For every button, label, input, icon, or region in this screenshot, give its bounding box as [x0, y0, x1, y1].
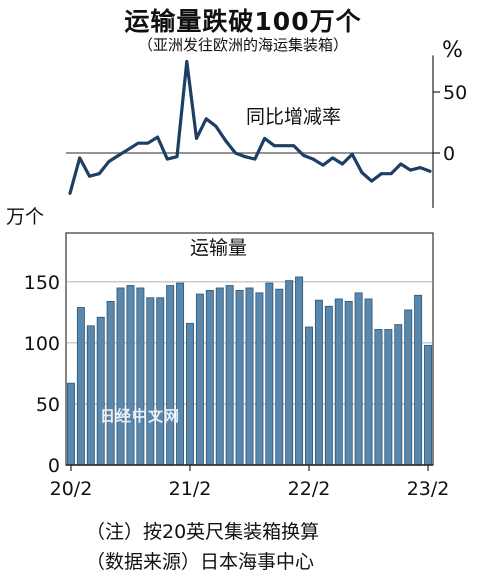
chart-subtitle: （亚洲发往欧洲的海运集装箱）	[137, 36, 348, 54]
growth-point	[147, 142, 149, 144]
growth-point	[98, 173, 100, 175]
volume-bar	[394, 324, 403, 466]
growth-point	[273, 145, 275, 147]
growth-point	[419, 167, 421, 169]
volume-y-tick-label: 100	[24, 333, 60, 355]
volume-bar	[285, 280, 294, 466]
volume-bar	[354, 292, 363, 466]
growth-point	[400, 163, 402, 165]
growth-point	[244, 156, 246, 158]
volume-bar	[255, 292, 264, 466]
volume-chart: 0 50 100 150 20/2 21/2 22/2 23/2	[24, 232, 450, 500]
volume-bar	[166, 285, 175, 466]
growth-point	[69, 192, 71, 194]
volume-bar	[424, 344, 433, 466]
growth-point	[234, 152, 237, 154]
volume-bar	[324, 305, 333, 466]
growth-y-tick-label: 0	[443, 143, 455, 165]
growth-point	[137, 142, 139, 144]
growth-unit-label: %	[442, 38, 463, 63]
volume-series-label: 运输量	[190, 237, 248, 259]
growth-series-line	[68, 59, 432, 195]
growth-point	[225, 140, 227, 142]
growth-point	[283, 145, 285, 147]
growth-point	[351, 153, 353, 155]
volume-bar	[225, 285, 234, 466]
growth-point	[429, 170, 431, 172]
growth-point	[380, 173, 382, 175]
volume-y-tick-label: 50	[36, 394, 60, 416]
volume-bar	[116, 287, 125, 466]
growth-point	[361, 171, 363, 174]
volume-bar	[295, 276, 304, 466]
volume-bar	[205, 289, 214, 466]
volume-bar	[404, 309, 413, 466]
volume-bar	[215, 287, 224, 466]
volume-bar	[176, 282, 185, 466]
growth-point	[79, 157, 81, 159]
growth-point	[293, 145, 295, 147]
growth-chart: 0 50	[66, 55, 467, 208]
growth-point	[254, 158, 256, 160]
growth-point	[341, 163, 344, 165]
growth-point	[127, 148, 129, 150]
volume-bar	[344, 300, 353, 466]
volume-bar	[314, 299, 323, 466]
volume-x-tick-label: 23/2	[407, 478, 450, 500]
volume-unit-label: 万个	[6, 206, 45, 228]
volume-bar	[275, 288, 284, 466]
growth-point	[205, 118, 207, 120]
volume-x-tick-label: 21/2	[169, 478, 212, 500]
growth-point	[108, 160, 110, 163]
growth-y-tick-label: 50	[443, 82, 467, 104]
growth-point	[166, 158, 168, 160]
volume-bar	[384, 329, 393, 466]
volume-y-tick-label: 0	[48, 455, 60, 477]
volume-x-tick-label: 20/2	[50, 478, 93, 500]
volume-y-tick-label: 150	[24, 272, 60, 294]
chart-title: 运输量跌破100万个	[124, 7, 362, 36]
growth-point	[176, 156, 178, 158]
volume-bar	[76, 307, 85, 466]
volume-bar	[195, 293, 204, 466]
volume-bar	[374, 329, 383, 466]
growth-point	[371, 180, 373, 182]
growth-point	[156, 136, 159, 138]
volume-x-tick-label: 22/2	[288, 478, 331, 500]
growth-point	[186, 60, 188, 63]
growth-point	[195, 137, 198, 139]
footnote: （注）按20英尺集装箱换算	[86, 521, 320, 543]
growth-point	[215, 125, 217, 127]
growth-point	[263, 137, 266, 139]
volume-bar	[235, 289, 244, 466]
volume-bar	[126, 285, 135, 466]
volume-bar	[96, 316, 105, 466]
volume-bar	[136, 287, 145, 466]
volume-bar	[364, 298, 373, 466]
volume-bar	[305, 326, 313, 466]
volume-bar	[146, 297, 155, 466]
volume-bar	[334, 298, 343, 466]
volume-bar	[86, 325, 95, 466]
source-note: （数据来源）日本海事中心	[86, 551, 315, 573]
volume-bar	[265, 282, 274, 466]
growth-series-label: 同比增减率	[246, 106, 342, 128]
growth-point	[302, 154, 305, 157]
growth-point	[88, 175, 91, 177]
volume-bar	[245, 287, 254, 466]
growth-point	[390, 173, 392, 175]
volume-bar	[186, 322, 194, 466]
growth-point	[312, 158, 314, 160]
volume-bar	[66, 382, 75, 466]
growth-point	[118, 154, 120, 157]
growth-point	[322, 164, 324, 166]
volume-bar	[106, 300, 115, 466]
watermark: 日经中文网	[100, 407, 181, 425]
volume-bar	[414, 294, 423, 466]
growth-point	[409, 169, 412, 171]
volume-bar	[156, 297, 165, 466]
growth-point	[332, 157, 334, 159]
